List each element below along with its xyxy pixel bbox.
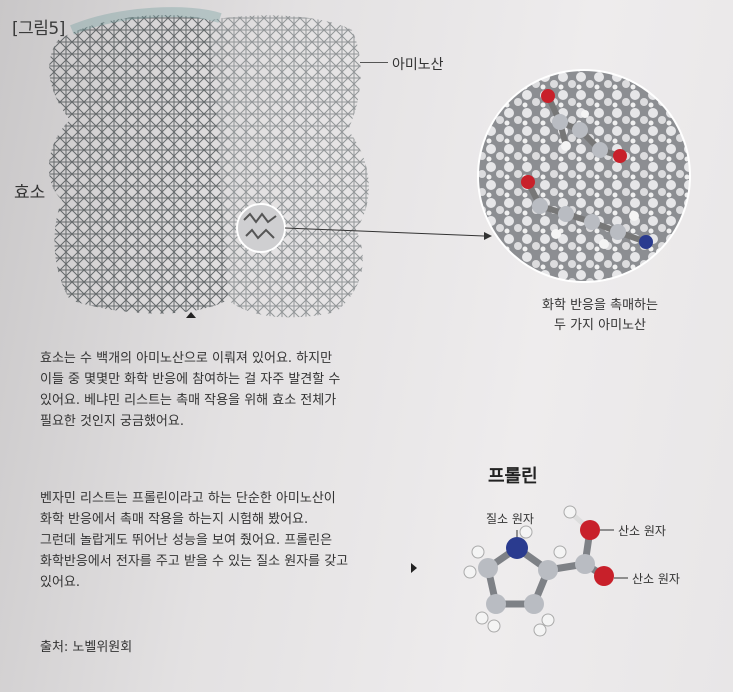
enzyme-body-light [210,15,369,318]
zoom-circle [477,69,691,283]
proline-molecule [463,505,614,637]
amino-acid-label: 아미노산 [392,57,444,73]
paragraph-line: 있어요. [40,575,81,590]
paragraph-proline: 벤자민 리스트는 프롤린이라고 하는 단순한 아미노산이 화학 반응에서 촉매 … [40,488,412,593]
amino-acid-leader-line [360,62,388,63]
paragraph-line: 필요한 것인지 궁금했어요. [40,414,184,429]
source-credit: 출처: 노벨위원회 [40,640,133,655]
oxygen-label-1: 산소 원자 [618,524,666,538]
paragraph-line: 화학반응에서 전자를 주고 받을 수 있는 질소 원자를 갖고 [40,554,349,569]
paragraph-line: 있어요. 베냐민 리스트는 촉매 작용을 위해 효소 전체가 [40,393,337,408]
nitrogen-label: 질소 원자 [486,512,534,526]
paragraph-line: 효소는 수 백개의 아미노산으로 이뤄져 있어요. 하지만 [40,351,333,366]
paragraph-enzyme: 효소는 수 백개의 아미노산으로 이뤄져 있어요. 하지만 이들 중 몇몇만 화… [40,348,410,432]
figure-label: [그림5] [12,19,65,39]
paragraph-line: 화학 반응에서 촉매 작용을 하는지 시험해 봤어요. [40,512,309,527]
paragraph-line: 그런데 놀랍게도 뛰어난 성능을 보여 줬어요. 프롤린은 [40,533,333,548]
paragraph-line: 벤자민 리스트는 프롤린이라고 하는 단순한 아미노산이 [40,491,336,506]
zoom-caption: 화학 반응을 촉매하는 두 가지 아미노산 [520,296,680,336]
paragraph-line: 이들 중 몇몇만 화학 반응에 참여하는 걸 자주 발견할 수 [40,372,341,387]
zoom-caption-line2: 두 가지 아미노산 [554,318,646,333]
zoom-caption-line1: 화학 반응을 촉매하는 [542,298,658,313]
oxygen-label-2: 산소 원자 [632,572,680,586]
triangle-up-icon [186,312,196,318]
active-site-circle [236,203,286,253]
triangle-right-icon [411,563,417,573]
enzyme-label: 효소 [14,183,46,203]
enzyme-body-dark [48,15,231,314]
proline-title: 프롤린 [488,466,538,487]
